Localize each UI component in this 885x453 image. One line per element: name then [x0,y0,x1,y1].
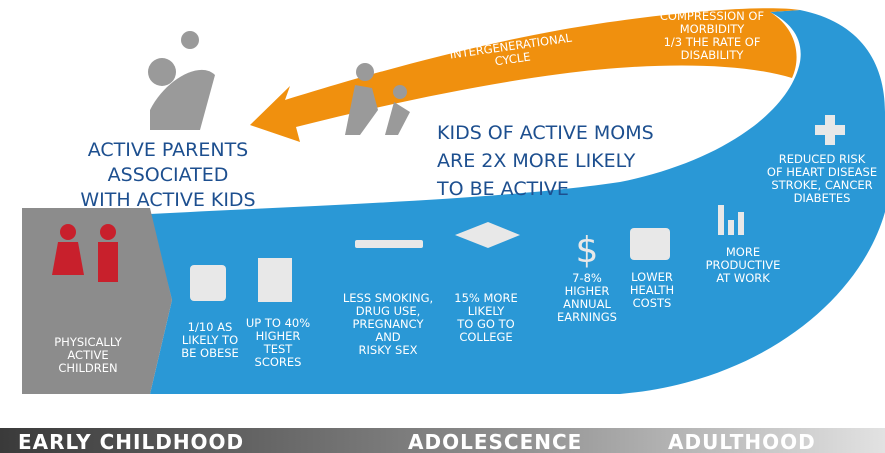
benefit-line: DRUG USE, [356,304,420,318]
benefit-line: 7-8% [572,271,602,285]
benefit-line: ANNUAL [563,297,611,311]
label-line: WITH ACTIVE KIDS [80,189,255,211]
label-line: PHYSICALLY [54,335,122,349]
infographic: $ INTERGENERATIONALCYCLE COMPRESSION OF … [0,0,885,453]
benefit-line: PRODUCTIVE [706,258,781,272]
benefit-line: LOWER [631,270,673,284]
label-line: DISABILITY [681,48,745,62]
benefit-line: AT WORK [716,271,770,285]
label-line: MORBIDITY [680,22,746,36]
benefit-line: RISKY SEX [359,343,418,357]
benefit-line: PREGNANCY [352,317,424,331]
benefit-line: OF HEART DISEASE [767,165,877,179]
benefit-line: 15% MORE [454,291,517,305]
benefit-line: HEALTH [630,283,674,297]
benefit-line: SCORES [255,355,302,369]
parents-label: ACTIVE PARENTS ASSOCIATED WITH ACTIVE KI… [80,139,255,211]
label-line: ACTIVE [67,348,108,362]
stage-label: ADULTHOOD [668,430,816,453]
label-line: TO BE ACTIVE [436,178,569,200]
label-line: ASSOCIATED [108,164,229,186]
label-line: KIDS OF ACTIVE MOMS [437,122,654,144]
benefit-line: LIKELY TO [182,333,238,347]
benefit-line: TO GO TO [456,317,514,331]
benefit-line: REDUCED RISK [779,152,866,166]
benefit-line: COLLEGE [459,330,512,344]
benefit-line: UP TO 40% [246,316,310,330]
label-line: ARE 2X MORE LIKELY [437,150,636,172]
benefit-line: EARNINGS [557,310,617,324]
label-line: COMPRESSION OF [660,9,764,23]
benefit-line: HIGHER [565,284,610,298]
benefit-line: AND [375,330,400,344]
stage-label: EARLY CHILDHOOD [18,430,244,453]
benefit-line: COSTS [633,296,672,310]
benefit-line: 1/10 AS [188,320,233,334]
benefit-line: LIKELY [468,304,505,318]
svg-text:$: $ [576,230,599,271]
benefit-line: MORE [726,245,760,259]
label-line: CHILDREN [58,361,117,375]
label-line: 1/3 THE RATE OF [664,35,761,49]
benefit-line: HIGHER [256,329,301,343]
benefit-line: BE OBESE [181,346,239,360]
benefit-line: STROKE, CANCER [771,178,872,192]
benefit-line: TEST [263,342,294,356]
label-line: ACTIVE PARENTS [88,139,249,161]
stage-label: ADOLESCENCE [408,430,582,453]
benefit-line: DIABETES [794,191,851,205]
benefit-line: LESS SMOKING, [343,291,433,305]
